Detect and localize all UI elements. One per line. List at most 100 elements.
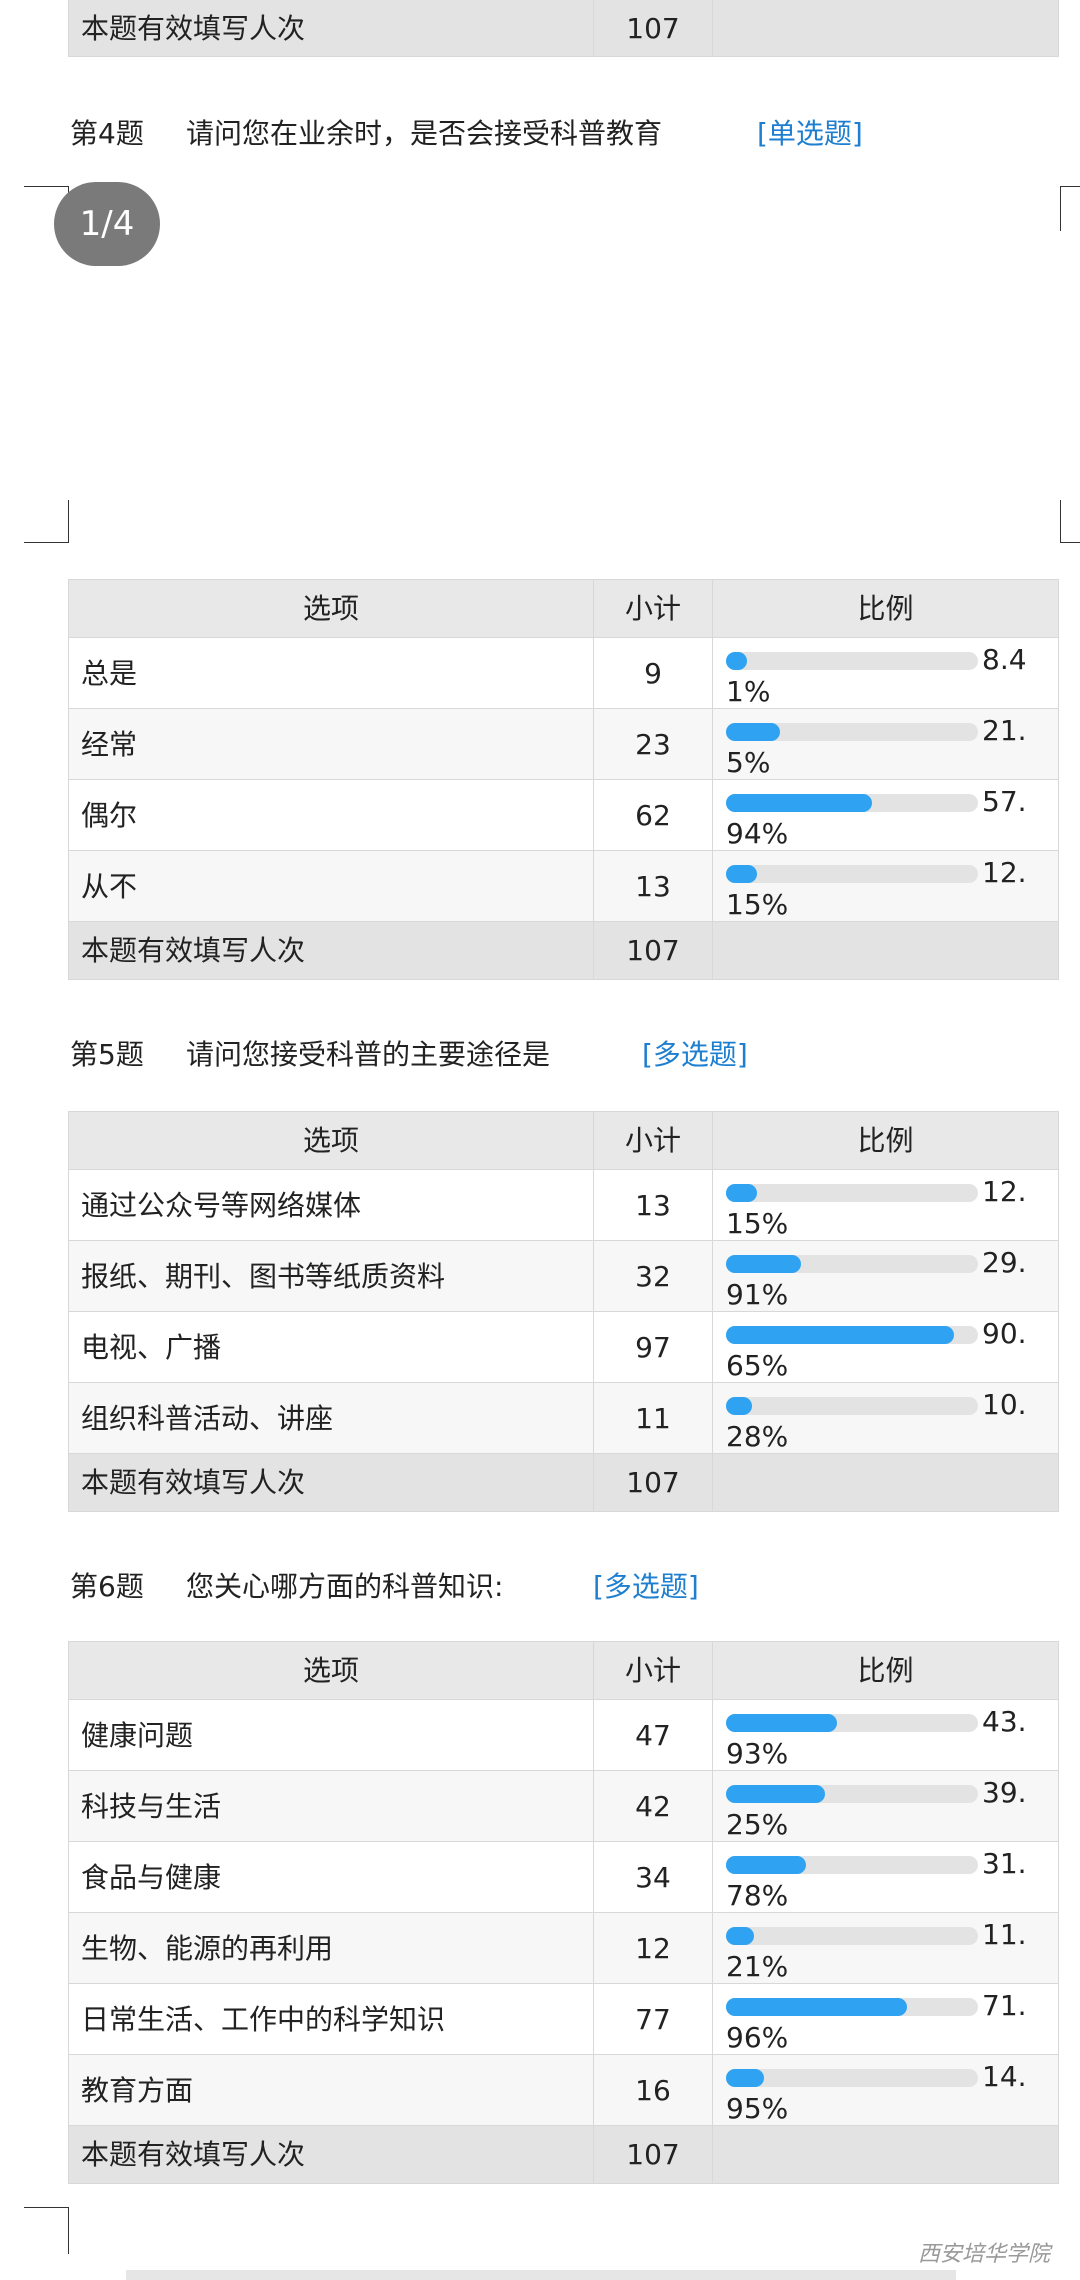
question-type: [单选题] <box>757 117 863 150</box>
percent-label: 39.25% <box>726 1776 1027 1841</box>
table-cell: 健康问题 <box>68 1699 594 1771</box>
table-cell <box>712 1453 1059 1512</box>
table-cell: 12.15% <box>712 1169 1059 1241</box>
table-cell: 比例 <box>712 1641 1059 1700</box>
table-cell: 107 <box>593 0 713 57</box>
percent-label: 11.21% <box>726 1918 1027 1983</box>
bar-track <box>726 1998 978 2016</box>
cell-text: 97 <box>635 1330 671 1364</box>
question-text: 您关心哪方面的科普知识: <box>186 1570 504 1603</box>
cell-text: 组织科普活动、讲座 <box>81 1401 334 1435</box>
percent-label: 29.91% <box>726 1246 1027 1311</box>
table-cell: 42 <box>593 1770 713 1842</box>
cell-text: 77 <box>635 2002 671 2036</box>
table-cell: 32 <box>593 1240 713 1312</box>
cell-text: 选项 <box>302 1124 359 1157</box>
cell-text: 42 <box>635 1789 671 1823</box>
cell-text: 107 <box>626 934 680 967</box>
cell-text: 小计 <box>624 1654 681 1687</box>
cell-text: 本题有效填写人次 <box>81 2138 306 2171</box>
table-cell: 偶尔 <box>68 779 594 851</box>
table-cell: 11 <box>593 1382 713 1454</box>
question-text: 请问您在业余时，是否会接受科普教育 <box>186 117 663 150</box>
crop-mark <box>24 500 69 543</box>
bar-track <box>726 865 978 883</box>
cell-text: 通过公众号等网络媒体 <box>81 1188 362 1222</box>
question-type: [多选题] <box>593 1570 699 1603</box>
cell-text: 13 <box>635 1188 671 1222</box>
question-type: [多选题] <box>642 1038 748 1071</box>
bar <box>726 1856 807 1874</box>
table-cell: 13 <box>593 850 713 922</box>
question-text: 请问您接受科普的主要途径是 <box>186 1038 551 1071</box>
cell-text: 总是 <box>81 656 138 690</box>
percent-label: 14.95% <box>726 2060 1027 2125</box>
table-cell: 12.15% <box>712 850 1059 922</box>
cell-text: 107 <box>626 1466 680 1499</box>
bar-track <box>726 1927 978 1945</box>
cell-text: 23 <box>635 727 671 761</box>
table-cell: 16 <box>593 2054 713 2126</box>
percent-label: 43.93% <box>726 1705 1027 1770</box>
bar <box>726 1998 908 2016</box>
table-cell: 小计 <box>593 1641 713 1700</box>
bar <box>726 794 872 812</box>
table-cell: 生物、能源的再利用 <box>68 1912 594 1984</box>
table-cell: 11.21% <box>712 1912 1059 1984</box>
cell-text: 107 <box>626 2138 680 2171</box>
table-cell: 107 <box>593 2125 713 2184</box>
table-cell: 107 <box>593 1453 713 1512</box>
table-cell: 57.94% <box>712 779 1059 851</box>
bar-track <box>726 1856 978 1874</box>
cell-text: 47 <box>635 1718 671 1752</box>
table-cell: 71.96% <box>712 1983 1059 2055</box>
bar <box>726 1184 757 1202</box>
bar-track <box>726 1255 978 1273</box>
table-cell: 23 <box>593 708 713 780</box>
bar-track <box>726 1397 978 1415</box>
table-cell: 报纸、期刊、图书等纸质资料 <box>68 1240 594 1312</box>
percent-label: 71.96% <box>726 1989 1027 2054</box>
table-cell: 小计 <box>593 579 713 638</box>
percent-label: 12.15% <box>726 856 1027 921</box>
bar-track <box>726 2069 978 2087</box>
cell-text: 13 <box>635 869 671 903</box>
table-cell: 本题有效填写人次 <box>68 2125 594 2184</box>
bar <box>726 1326 955 1344</box>
cell-text: 报纸、期刊、图书等纸质资料 <box>81 1259 446 1293</box>
table-cell: 选项 <box>68 1641 594 1700</box>
cell-text: 107 <box>626 11 680 45</box>
bar-track <box>726 1714 978 1732</box>
table-cell: 31.78% <box>712 1841 1059 1913</box>
percent-label: 31.78% <box>726 1847 1027 1912</box>
table-cell: 43.93% <box>712 1699 1059 1771</box>
bottom-bar <box>126 2270 956 2280</box>
page-indicator: 1/4 <box>54 182 160 266</box>
table-cell <box>712 0 1059 57</box>
cell-text: 电视、广播 <box>81 1330 222 1364</box>
table-cell: 97 <box>593 1311 713 1383</box>
cell-text: 小计 <box>624 592 681 625</box>
question-number: 第4题 <box>70 117 144 150</box>
bar-track <box>726 1785 978 1803</box>
table-cell: 科技与生活 <box>68 1770 594 1842</box>
cell-text: 选项 <box>302 592 359 625</box>
bar-track <box>726 1184 978 1202</box>
cell-text: 比例 <box>857 592 914 625</box>
table-cell: 比例 <box>712 1111 1059 1170</box>
table-cell <box>712 921 1059 980</box>
cell-text: 12 <box>635 1931 671 1965</box>
bar <box>726 865 757 883</box>
crop-mark <box>24 2207 69 2254</box>
table-cell: 12 <box>593 1912 713 1984</box>
cell-text: 本题有效填写人次 <box>81 11 306 45</box>
bar-track <box>726 652 978 670</box>
cell-text: 34 <box>635 1860 671 1894</box>
table-cell: 本题有效填写人次 <box>68 0 594 57</box>
bar <box>726 1927 755 1945</box>
table-cell: 62 <box>593 779 713 851</box>
cell-text: 比例 <box>857 1654 914 1687</box>
table-cell: 34 <box>593 1841 713 1913</box>
table-cell: 13 <box>593 1169 713 1241</box>
